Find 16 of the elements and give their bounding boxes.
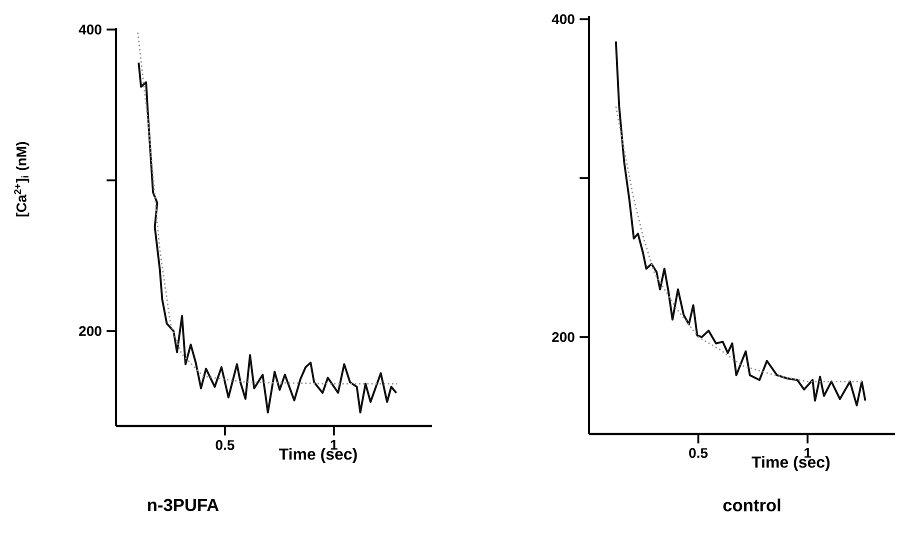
text: control xyxy=(723,498,780,512)
y-axis-title: [Ca$^{2+}$]$_{i}$ (nM) xyxy=(14,142,30,216)
x-tick-label: 1 xyxy=(330,440,338,450)
x-tick-label: 0.5 xyxy=(689,448,708,458)
y-tick-label: 200 xyxy=(552,332,574,342)
line-series xyxy=(138,62,398,414)
y-tick-label: 200 xyxy=(79,326,102,336)
x-axis-title: Time (sec) xyxy=(279,448,357,463)
x-tick-label: 1 xyxy=(804,448,812,458)
y-tick-label: 400 xyxy=(552,14,574,24)
line-series xyxy=(614,40,866,406)
line-series xyxy=(137,32,398,385)
y-tick-label: 400 xyxy=(78,24,102,34)
text: n-3PUFA xyxy=(148,498,219,512)
x-axis-title: Time (sec) xyxy=(752,456,830,471)
x-tick-label: 0.5 xyxy=(216,440,234,450)
